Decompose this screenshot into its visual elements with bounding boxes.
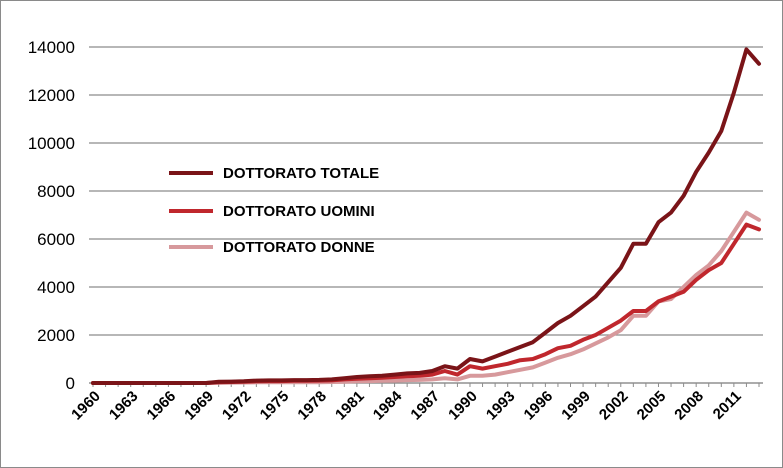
y-tick-label: 6000 — [37, 230, 75, 249]
gridlines — [89, 46, 763, 384]
y-tick-label: 0 — [66, 374, 75, 393]
x-tick-label: 2005 — [634, 388, 670, 424]
x-tick-label: 1990 — [445, 388, 481, 424]
x-tick-label: 1984 — [370, 387, 406, 423]
x-tick-label: 2008 — [671, 388, 707, 424]
x-tick-label: 2002 — [596, 388, 632, 424]
x-tick-label: 1966 — [144, 388, 180, 424]
series-line-1 — [91, 47, 761, 385]
y-tick-label: 14000 — [28, 38, 75, 57]
series-lines — [91, 47, 761, 385]
legend: DOTTORATO TOTALE DOTTORATO UOMINI DOTTORAT… — [169, 165, 379, 256]
x-tick-label: 1996 — [521, 388, 557, 424]
x-tick-label: 1999 — [558, 388, 594, 424]
x-tick-label: 1978 — [294, 388, 330, 424]
y-tick-label: 8000 — [37, 182, 75, 201]
x-tick-label: 1963 — [106, 388, 142, 424]
legend-label: DOTTORATO TOTALE — [223, 165, 379, 182]
legend-label: DOTTORATO UOMINI — [223, 203, 375, 220]
x-tick-label: 1975 — [257, 388, 293, 424]
x-tick-label: 1969 — [181, 388, 217, 424]
legend-label: DOTTORATO DONNE — [223, 239, 375, 256]
series-line-3 — [91, 210, 761, 385]
y-tick-label: 12000 — [28, 86, 75, 105]
x-tick-label: 1993 — [483, 388, 519, 424]
x-tick-label: 1981 — [332, 388, 368, 424]
x-tick-label: 1972 — [219, 388, 255, 424]
y-axis: 0 2000 4000 6000 8000 10000 12000 14000 — [28, 38, 75, 393]
y-tick-label: 10000 — [28, 134, 75, 153]
x-tick-label: 1987 — [407, 388, 443, 424]
x-axis: 1960 1963 1966 1969 1972 1975 1978 1981 1984 1987… — [68, 382, 763, 424]
x-tick-label: 2011 — [710, 388, 745, 423]
x-tick-label: 1960 — [68, 388, 104, 424]
y-tick-label: 2000 — [37, 326, 75, 345]
y-tick-label: 4000 — [37, 278, 75, 297]
